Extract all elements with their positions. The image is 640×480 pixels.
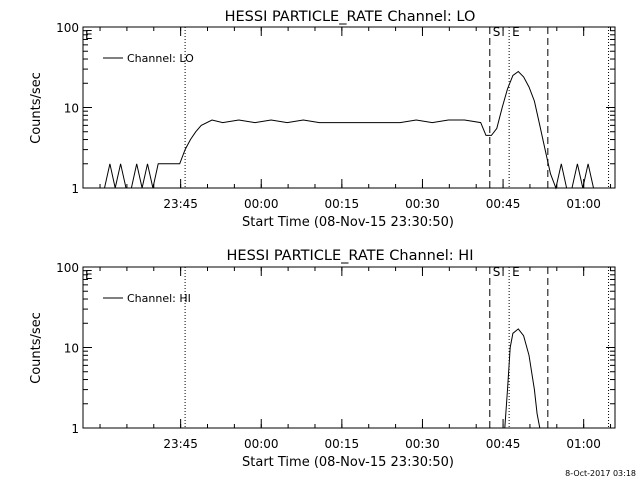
- y-tick-label: 100: [56, 21, 79, 35]
- y-tick-label: 1: [71, 422, 79, 436]
- legend-label: Channel: HI: [127, 292, 191, 305]
- x-tick-label: 00:15: [325, 197, 360, 211]
- marker-s: S: [493, 25, 501, 39]
- x-tick-label: 23:45: [163, 197, 198, 211]
- footer-timestamp: 8-Oct-2017 03:18: [565, 469, 636, 478]
- series-line: [504, 328, 541, 429]
- x-tick-label: 00:30: [405, 197, 440, 211]
- panel-lo-xlabel: Start Time (08-Nov-15 23:30:50): [242, 215, 454, 230]
- x-tick-label: 23:45: [163, 437, 198, 451]
- marker-e-left: E: [85, 28, 93, 42]
- panel-hi-title: HESSI PARTICLE_RATE Channel: HI: [227, 248, 474, 264]
- y-tick-label: 10: [64, 102, 79, 116]
- marker-s: S: [493, 265, 501, 279]
- marker-e: E: [512, 265, 520, 279]
- x-tick-label: 00:15: [325, 437, 360, 451]
- y-tick-label: 1: [71, 182, 79, 196]
- y-tick-label: 100: [56, 261, 79, 275]
- y-tick-label: 10: [64, 342, 79, 356]
- panel-lo-title: HESSI PARTICLE_RATE Channel: LO: [225, 9, 476, 25]
- x-tick-label: 01:00: [566, 197, 601, 211]
- x-tick-label: 00:45: [486, 437, 521, 451]
- x-tick-label: 01:00: [566, 437, 601, 451]
- panel-hi-xlabel: Start Time (08-Nov-15 23:30:50): [242, 455, 454, 470]
- x-tick-label: 00:00: [244, 197, 279, 211]
- x-tick-label: 00:45: [486, 197, 521, 211]
- panel-hi-ylabel: Counts/sec: [29, 312, 44, 384]
- panel-lo-ylabel: Counts/sec: [29, 72, 44, 144]
- x-tick-label: 00:30: [405, 437, 440, 451]
- x-tick-label: 00:00: [244, 437, 279, 451]
- marker-e: E: [512, 25, 520, 39]
- series-line: [104, 70, 599, 190]
- legend-label: Channel: LO: [127, 52, 194, 65]
- marker-e-left: E: [85, 268, 93, 282]
